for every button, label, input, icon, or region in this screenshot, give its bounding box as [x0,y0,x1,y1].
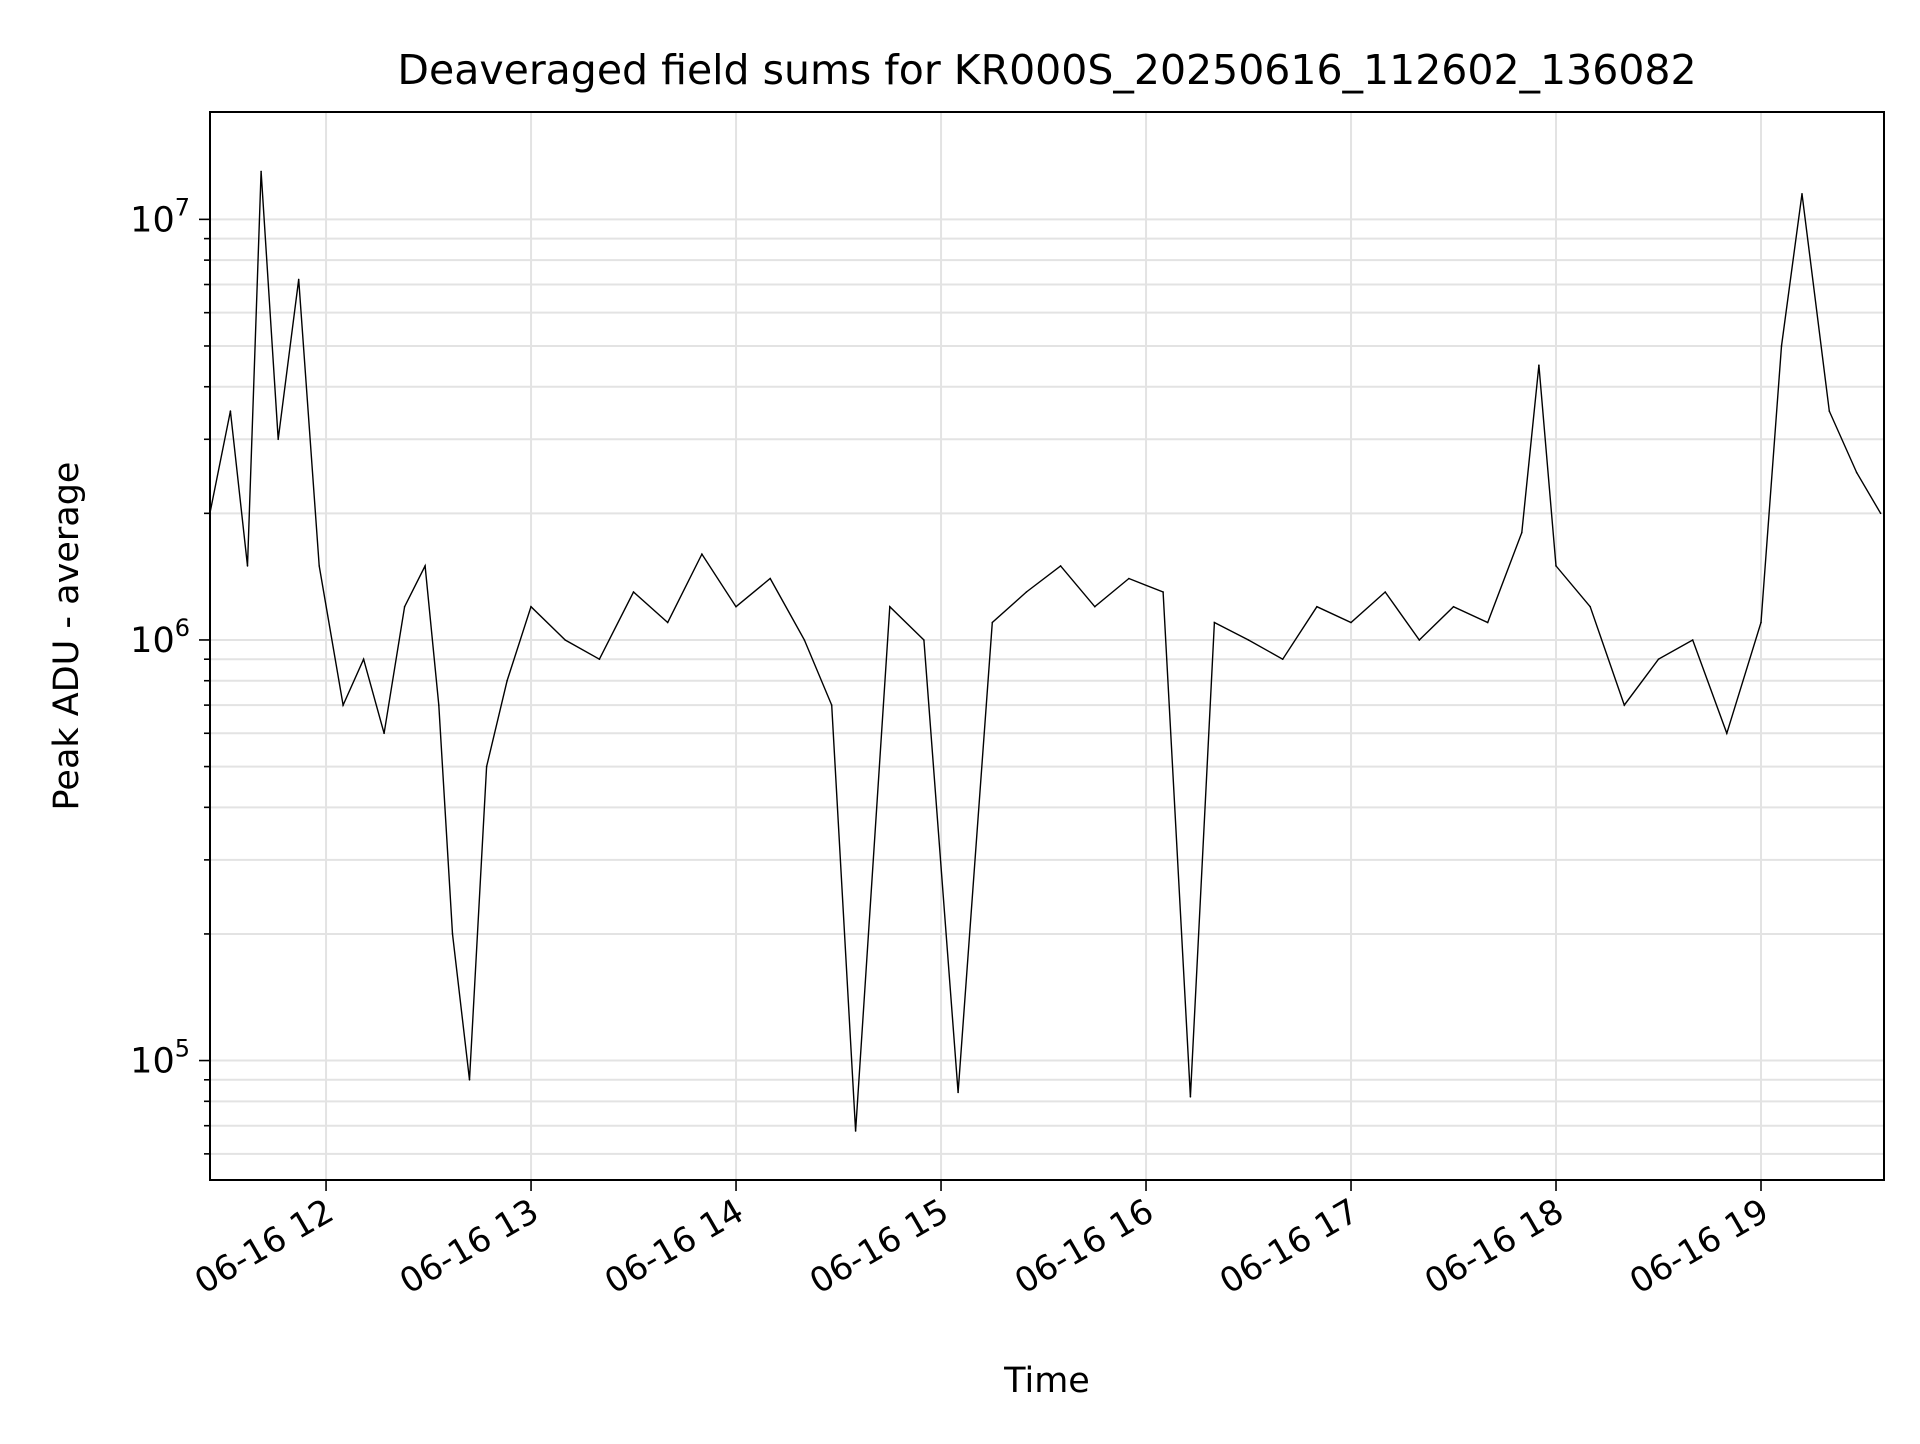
data-point [991,621,994,624]
data-point [632,591,635,593]
plot-layer [209,170,1882,1132]
data-point [1521,531,1523,534]
x-tick-label: 06-16 14 [598,1191,750,1302]
data-point [957,1091,959,1094]
data-point [854,1130,857,1132]
data-point [1213,621,1216,624]
data-point [362,658,365,660]
y-tick-label-base: 10 [130,621,175,661]
data-point [451,933,454,935]
data-point [1486,621,1489,624]
data-point [923,639,925,641]
data-point [1589,605,1591,608]
data-point [769,577,771,580]
data-point [1316,605,1318,608]
data-point [229,410,232,412]
data-point [1128,577,1130,580]
x-tick-label: 06-16 19 [1623,1191,1775,1302]
data-point [666,621,669,624]
data-point [803,639,806,641]
x-axis-label: Time [1003,1361,1090,1401]
data-point [1418,639,1421,641]
data-point [1452,605,1455,608]
y-tick-label-exponent: 7 [175,193,190,221]
data-point [1801,193,1803,195]
y-axis-label: Peak ADU - average [47,462,87,811]
data-point [1189,1096,1192,1098]
data-point [1760,621,1762,624]
data-point [1162,591,1164,593]
data-point [1281,658,1284,660]
data-point [1384,591,1386,593]
data-point [342,704,344,706]
y-tick-label: 105 [130,1035,190,1082]
chart-title: Deaveraged field sums for KR000S_2025061… [397,46,1696,94]
data-point [1059,565,1062,567]
y-tick-label-base: 10 [130,1042,175,1082]
data-point [424,565,426,567]
data-point [403,605,406,608]
x-tick-label: 06-16 17 [1213,1191,1365,1302]
y-tick-label-base: 10 [130,200,175,240]
data-point [1780,345,1783,347]
data-point [889,605,891,608]
data-point [1538,364,1540,367]
data-point [701,553,703,555]
data-point [830,704,833,706]
x-tick-label: 06-16 13 [393,1191,545,1302]
data-point [246,565,249,567]
data-point [1350,621,1352,624]
data-point [564,639,566,641]
data-point [1657,658,1660,660]
y-tick-label: 106 [130,614,190,661]
data-point [1555,565,1557,567]
data-point [530,605,532,608]
data-point [1094,605,1096,608]
data-point [438,704,440,706]
data-point [1691,639,1694,641]
plot-frame [209,111,1885,1181]
data-point [260,170,262,173]
data-point [506,679,508,682]
data-point [277,438,280,441]
data-point [1828,410,1831,412]
data-series-line [210,171,1882,1132]
data-point [383,732,385,735]
data-point [1247,639,1250,641]
data-point [1025,591,1028,593]
data-point [735,605,737,608]
data-point [297,278,300,281]
x-tick-label: 06-16 16 [1008,1191,1160,1302]
data-point [1855,471,1858,474]
y-tick-label-exponent: 6 [175,614,190,642]
y-tick-label: 107 [130,193,190,240]
y-tick-label-exponent: 5 [175,1035,190,1063]
grid-layer [210,112,1884,1180]
data-point [1726,732,1728,735]
x-tick-label: 06-16 15 [803,1191,955,1302]
data-point [598,658,601,660]
data-point [485,765,488,768]
axes-layer: 06-16 12 06-16 13 06-16 14 06-16 15 06-16 16… [130,111,1885,1302]
x-tick-label: 06-16 12 [188,1191,340,1302]
data-point [318,565,321,567]
data-point [468,1079,471,1081]
x-tick-label: 06-16 18 [1418,1191,1570,1302]
data-point [1879,512,1882,515]
data-point [1623,704,1626,706]
